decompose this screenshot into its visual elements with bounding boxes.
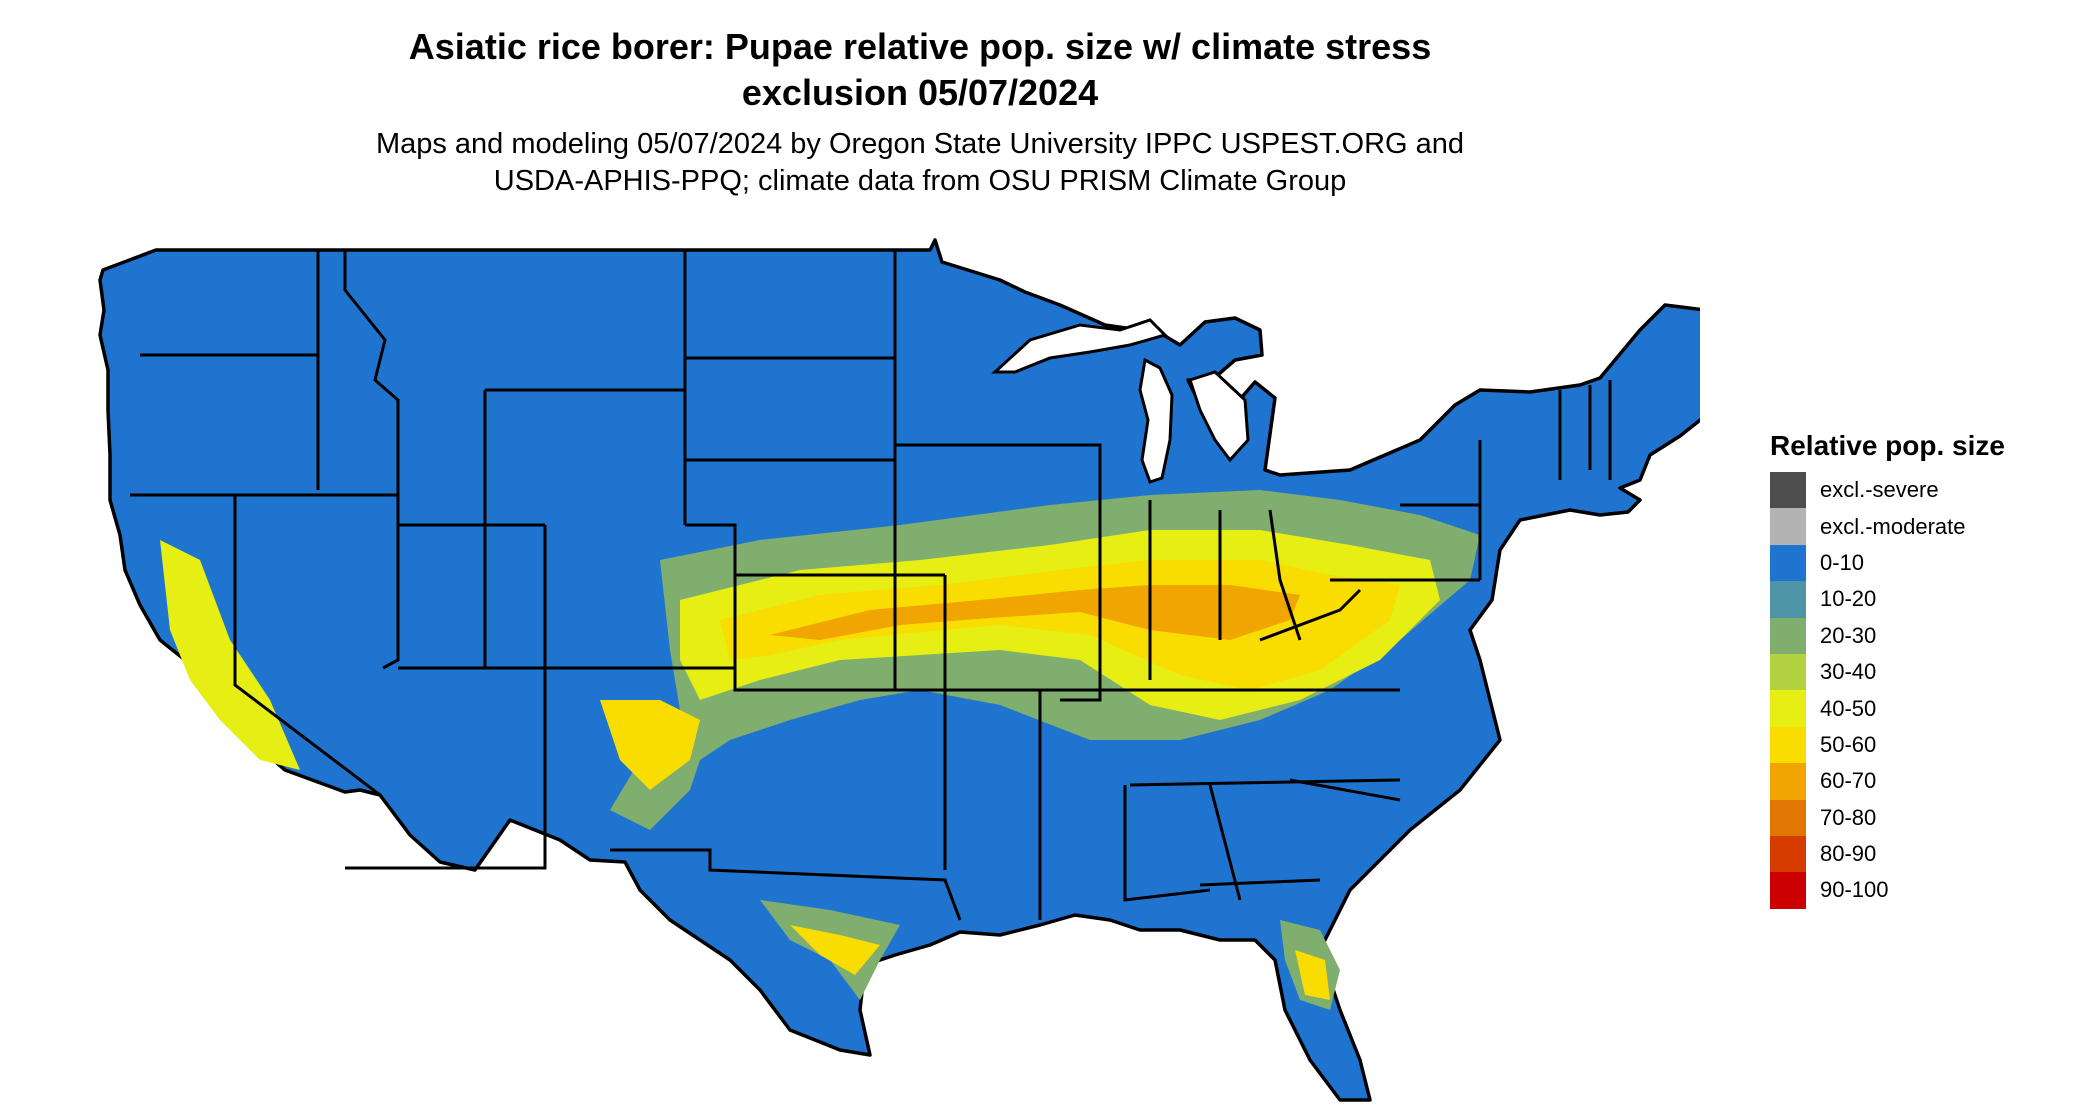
legend-item: 10-20: [1770, 581, 2005, 618]
lake-huron-erie: [1188, 370, 1250, 463]
legend-label: 60-70: [1820, 768, 1877, 794]
legend-item: 60-70: [1770, 763, 2005, 800]
legend-item: 30-40: [1770, 653, 2005, 691]
legend-label: 50-60: [1820, 731, 1877, 757]
legend-swatch: [1770, 726, 1806, 764]
legend-title: Relative pop. size: [1770, 430, 2005, 461]
map-subtitle: Maps and modeling 05/07/2024 by Oregon S…: [250, 126, 1590, 200]
legend-swatch: [1770, 872, 1806, 909]
legend-item: excl.-severe: [1770, 472, 2005, 509]
legend-label: excl.-moderate: [1820, 513, 1966, 539]
map-legend: Relative pop. size excl.-severe excl.-mod…: [1770, 430, 2005, 909]
legend-swatch: [1770, 690, 1806, 727]
legend-label: 70-80: [1820, 804, 1877, 830]
legend-swatch: [1770, 763, 1806, 800]
legend-swatch: [1770, 472, 1806, 509]
legend-label: 80-90: [1820, 841, 1877, 867]
map-title-line2: exclusion 05/07/2024: [741, 72, 1099, 113]
legend-swatch: [1770, 653, 1806, 691]
legend-swatch: [1770, 617, 1806, 654]
legend-label: 30-40: [1820, 659, 1877, 685]
legend-label: 10-20: [1820, 586, 1877, 612]
map-title-line1: Asiatic rice borer: Pupae relative pop. …: [408, 26, 1432, 67]
legend-swatch: [1770, 799, 1806, 836]
map-title: Asiatic rice borer: Pupae relative pop. …: [250, 24, 1590, 116]
lake-michigan: [1138, 357, 1174, 484]
legend-item: 90-100: [1770, 872, 2005, 909]
legend-swatch: [1770, 544, 1806, 582]
map-subtitle-line1: Maps and modeling 05/07/2024 by Oregon S…: [375, 128, 1465, 160]
legend-swatch: [1770, 835, 1806, 873]
legend-label: 40-50: [1820, 695, 1877, 721]
legend-label: excl.-severe: [1820, 477, 1939, 503]
state-borders: [130, 250, 1612, 921]
legend-item: 70-80: [1770, 799, 2005, 836]
legend-item: 20-30: [1770, 617, 2005, 654]
lake-superior: [991, 318, 1168, 374]
legend-label: 90-100: [1820, 877, 1889, 903]
us-map: [98, 238, 1700, 1102]
legend-item: 50-60: [1770, 726, 2005, 764]
legend-item: 0-10: [1770, 544, 2005, 582]
legend-label: 20-30: [1820, 622, 1877, 648]
legend-swatch: [1770, 581, 1806, 618]
legend-item: excl.-moderate: [1770, 508, 2005, 545]
legend-swatch: [1770, 508, 1806, 545]
legend-item: 40-50: [1770, 690, 2005, 727]
legend-label: 0-10: [1820, 549, 1865, 575]
legend-items: excl.-severe excl.-moderate 0-10 10-20 20-30…: [1770, 472, 2005, 909]
map-subtitle-line2: USDA-APHIS-PPQ; climate data from OSU PR…: [493, 165, 1347, 197]
legend-item: 80-90: [1770, 835, 2005, 873]
